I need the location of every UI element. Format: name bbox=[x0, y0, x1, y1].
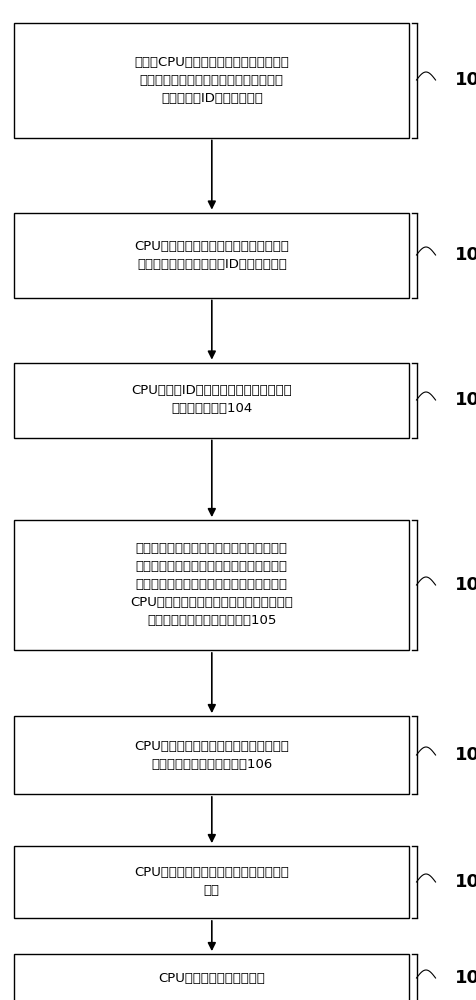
Bar bbox=[14, 362, 409, 438]
Text: CPU向上位机反馈应答结果: CPU向上位机反馈应答结果 bbox=[159, 972, 265, 984]
Text: 107: 107 bbox=[455, 969, 476, 987]
Bar bbox=[14, 22, 409, 137]
Text: 102: 102 bbox=[455, 246, 476, 264]
Bar bbox=[14, 846, 409, 918]
Text: 101: 101 bbox=[455, 71, 476, 89]
Bar bbox=[14, 520, 409, 650]
Text: 104: 104 bbox=[455, 576, 476, 594]
Text: 第一或第二图像采集模块从相应的镜头获取
图像，并发送给相应的图像处理模块进行预
处理，预处理后的图像存储在内存储器中，
CPU检测内存储器中预处理后的图像是否是: 第一或第二图像采集模块从相应的镜头获取 图像，并发送给相应的图像处理模块进行预 … bbox=[130, 542, 293, 628]
Bar bbox=[14, 954, 409, 1000]
Text: 106: 106 bbox=[455, 873, 476, 891]
Text: CPU从上位机接收注册指令，所述注册指
令中包含有待注册用户的ID和左右眼标示: CPU从上位机接收注册指令，所述注册指 令中包含有待注册用户的ID和左右眼标示 bbox=[134, 239, 289, 270]
Text: 上电，CPU将外存储器中存储的用户数据
读取到内存储器中，其中，所述用户数据
包括用户的ID和左右眼标示: 上电，CPU将外存储器中存储的用户数据 读取到内存储器中，其中，所述用户数据 包… bbox=[134, 55, 289, 104]
Text: CPU对预处理后的图像提取虹膜特征值并
保存: CPU对预处理后的图像提取虹膜特征值并 保存 bbox=[134, 866, 289, 898]
Text: 103: 103 bbox=[455, 391, 476, 409]
Text: CPU判断预处理后的图像是否满足图像质
量要求，如果是，执行步骤106: CPU判断预处理后的图像是否满足图像质 量要求，如果是，执行步骤106 bbox=[134, 740, 289, 770]
Text: 105: 105 bbox=[455, 746, 476, 764]
Text: CPU判断该ID号的该眼是否已经注册，如
果否，执行步骤104: CPU判断该ID号的该眼是否已经注册，如 果否，执行步骤104 bbox=[131, 384, 292, 416]
Bar bbox=[14, 716, 409, 794]
Bar bbox=[14, 213, 409, 298]
